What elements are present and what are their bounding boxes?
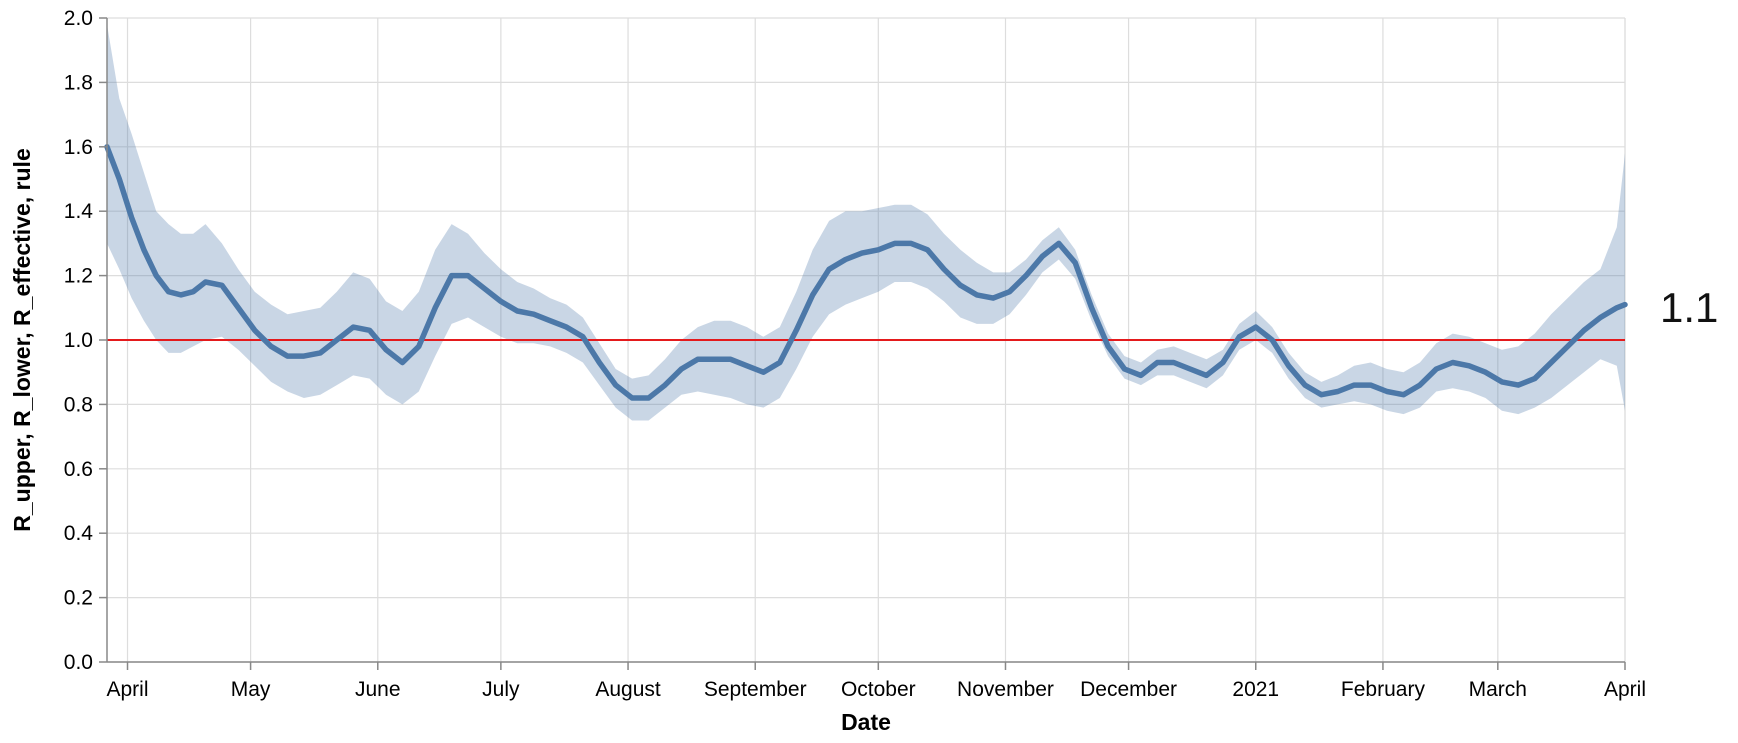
x-tick-label: February [1341, 678, 1426, 701]
y-tick-label: 1.0 [64, 329, 93, 352]
x-tick-label: September [704, 678, 807, 701]
y-tick-label: 1.6 [64, 136, 93, 159]
r-effective-line [104, 144, 1628, 401]
x-tick-label: October [841, 678, 916, 701]
y-tick-label: 0.2 [64, 587, 93, 610]
confidence-band [107, 24, 1625, 421]
y-tick-label: 2.0 [64, 7, 93, 30]
x-tick-label: July [482, 678, 520, 701]
confidence-band-layer [107, 24, 1625, 421]
y-tick-label: 0.6 [64, 458, 93, 481]
x-axis-title: Date [841, 709, 891, 735]
y-tick-label: 0.8 [64, 393, 93, 416]
y-tick-label: 0.0 [64, 651, 93, 674]
y-tick-label: 1.8 [64, 71, 93, 94]
x-tick-label: April [1604, 678, 1646, 701]
x-tick-label: August [595, 678, 661, 701]
y-tick-label: 1.4 [64, 200, 94, 223]
x-tick-label: November [957, 678, 1054, 701]
x-tick-label: December [1080, 678, 1177, 701]
y-tick-label: 0.4 [64, 522, 94, 545]
r-effective-line-layer [104, 144, 1628, 401]
y-axis-title: R_upper, R_lower, R_effective, rule [9, 148, 35, 531]
x-tick-label: April [107, 678, 149, 701]
axes: 0.0 0.2 0.4 0.6 0.8 1.0 1.2 1.4 1.6 1.8 2.0 April Ma… [64, 7, 1646, 701]
latest-value-annotation: 1.1 [1660, 284, 1718, 331]
y-tick-label: 1.2 [64, 265, 93, 288]
x-tick-label: 2021 [1232, 678, 1279, 701]
x-tick-label: May [231, 678, 271, 701]
x-tick-label: June [355, 678, 401, 701]
x-tick-label: March [1469, 678, 1527, 701]
